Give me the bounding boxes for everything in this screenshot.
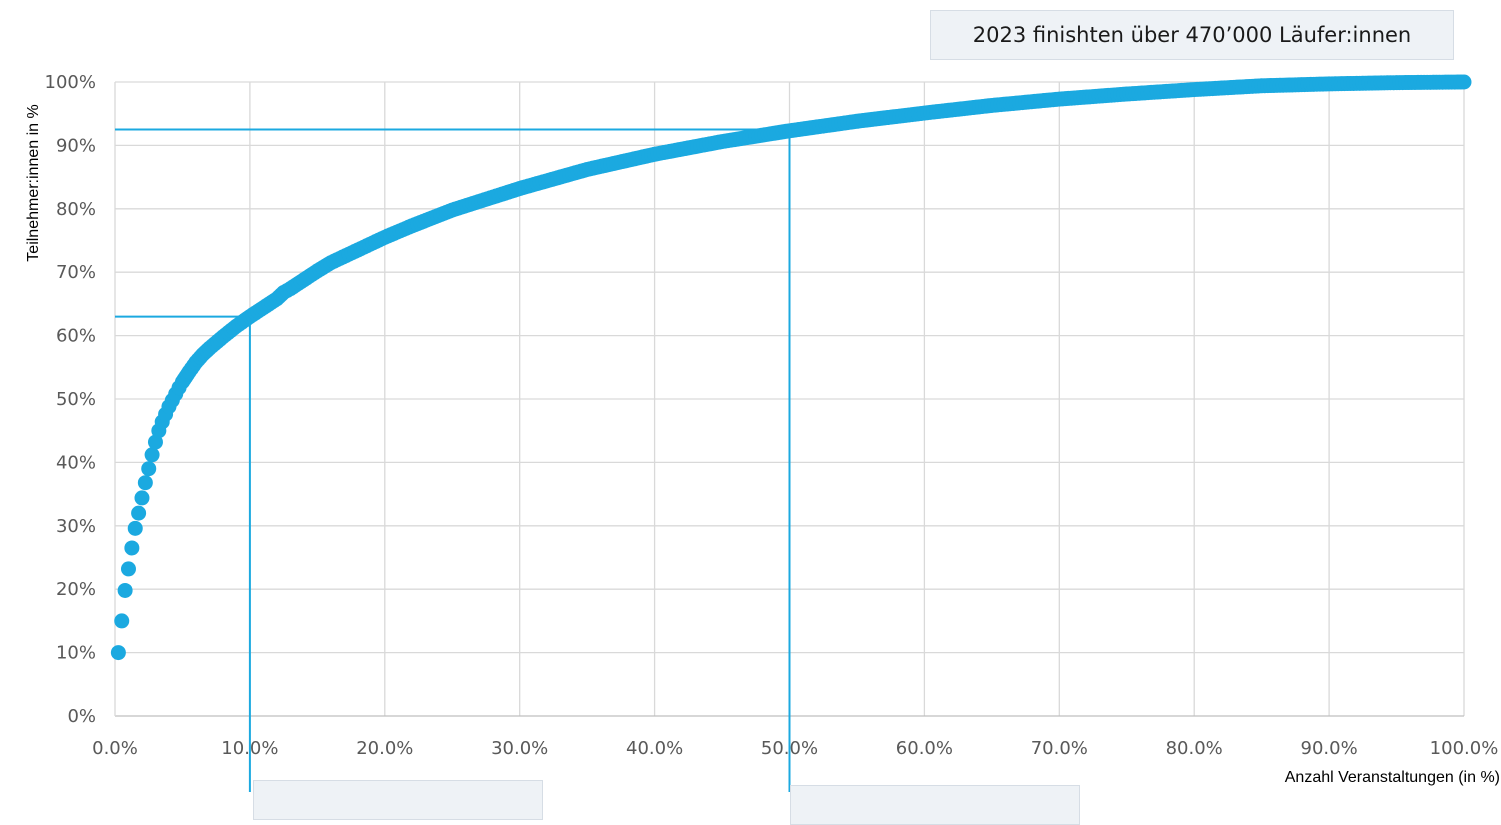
data-point	[137, 475, 153, 491]
x-axis-title: Anzahl Veranstaltungen (in %)	[1285, 769, 1500, 786]
callout-box-right	[790, 785, 1080, 825]
data-point	[114, 613, 130, 629]
chart-svg: 0% 10% 20% 30% 40% 50% 60% 70% 80% 90% 100% 0.0% 10…	[25, 72, 1500, 792]
y-tick-label: 40%	[56, 452, 96, 473]
y-tick-label: 10%	[56, 643, 96, 664]
x-tick-label: 0.0%	[92, 738, 138, 759]
y-tick-label: 90%	[56, 135, 96, 156]
y-tick-label: 100%	[45, 72, 96, 93]
data-point	[131, 505, 147, 521]
y-tick-label: 30%	[56, 516, 96, 537]
data-point	[117, 582, 133, 598]
y-tick-label: 20%	[56, 579, 96, 600]
x-tick-label: 60.0%	[896, 738, 953, 759]
data-point	[127, 520, 143, 536]
y-tick-label: 70%	[56, 262, 96, 283]
y-axis-title: Teilnehmer:innen in %	[25, 104, 42, 261]
x-tick-label: 40.0%	[626, 738, 683, 759]
data-points	[110, 74, 1472, 661]
x-tick-label: 90.0%	[1301, 738, 1358, 759]
x-tick-label: 50.0%	[761, 738, 818, 759]
y-tick-label: 60%	[56, 326, 96, 347]
callout-box-left	[253, 780, 543, 820]
data-point	[147, 434, 163, 450]
data-point	[110, 645, 126, 661]
x-tick-labels: 0.0% 10.0% 20.0% 30.0% 40.0% 50.0% 60.0% 70.0% 8…	[92, 738, 1498, 759]
y-tick-label: 80%	[56, 199, 96, 220]
data-point	[141, 461, 157, 477]
reference-lines	[115, 128, 791, 792]
x-tick-label: 30.0%	[491, 738, 548, 759]
x-tick-label: 20.0%	[356, 738, 413, 759]
y-tick-labels: 0% 10% 20% 30% 40% 50% 60% 70% 80% 90% 100%	[45, 72, 96, 727]
data-point	[120, 561, 136, 577]
x-tick-label: 80.0%	[1166, 738, 1223, 759]
data-point	[134, 490, 150, 506]
x-tick-label: 10.0%	[221, 738, 278, 759]
data-point	[1456, 74, 1472, 90]
y-tick-label: 0%	[67, 706, 96, 727]
data-point	[144, 447, 160, 463]
data-point	[124, 540, 140, 556]
x-tick-label: 100.0%	[1430, 738, 1499, 759]
headline-text: 2023 finishten über 470’000 Läufer:innen	[972, 23, 1412, 47]
headline-callout: 2023 finishten über 470’000 Läufer:innen	[930, 10, 1454, 60]
x-tick-label: 70.0%	[1031, 738, 1088, 759]
y-tick-label: 50%	[56, 389, 96, 410]
